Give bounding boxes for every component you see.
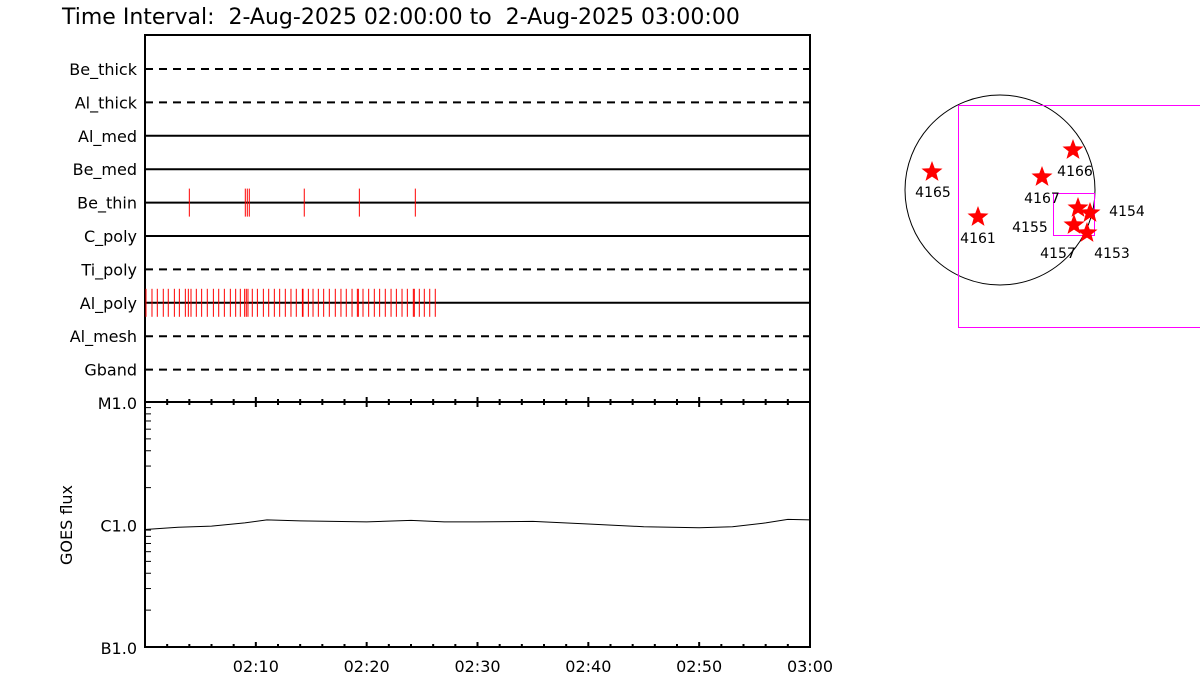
- active-region-star-icon: [1067, 197, 1089, 217]
- timeline-frame: [144, 34, 811, 403]
- filter-row-label: C_poly: [84, 227, 137, 247]
- filter-row-label: Be_thick: [69, 60, 137, 80]
- fov-small: [1053, 193, 1095, 236]
- active-region-label: 4153: [1094, 246, 1130, 262]
- sun-map: 4165 4161 4167 4166 4155 4154 4157 4153: [904, 94, 1200, 328]
- fov-large: [958, 105, 1200, 328]
- goes-flux-panel: B1.0 C1.0 M1.0 02:10 02:20 02:30 02:40 02:50 03:…: [98, 394, 833, 676]
- x-tick-label: 02:30: [454, 657, 500, 676]
- active-region-star-icon: [967, 206, 989, 226]
- active-region-star-icon: [1062, 139, 1084, 159]
- goes-flux-line: [144, 518, 811, 530]
- active-region-label: 4167: [1024, 191, 1060, 207]
- filter-row-label: Be_med: [73, 160, 137, 180]
- y-tick-label: M1.0: [98, 394, 137, 413]
- y-tick-label: C1.0: [100, 517, 137, 536]
- filter-row-label: Gband: [84, 361, 137, 380]
- x-tick-label: 02:20: [344, 657, 390, 676]
- active-region-star-icon: [1076, 222, 1098, 242]
- active-region-star-icon: [1063, 214, 1085, 234]
- filter-row-label: Ti_poly: [80, 260, 137, 280]
- active-region-star-icon: [1079, 202, 1101, 222]
- active-region-star-icon: [1031, 166, 1053, 186]
- active-region-label: 4155: [1012, 220, 1048, 236]
- active-region-label: 4165: [915, 185, 951, 201]
- x-tick-label: 02:50: [676, 657, 722, 676]
- active-region-label: 4161: [960, 231, 996, 247]
- x-tick-label: 03:00: [787, 657, 833, 676]
- filter-row-label: Al_thick: [75, 93, 138, 113]
- active-region-label: 4166: [1057, 164, 1093, 180]
- y-tick-label: B1.0: [101, 639, 137, 658]
- filter-row-label: Be_thin: [77, 194, 137, 214]
- filter-row-label: Al_mesh: [70, 327, 137, 347]
- x-tick-label: 02:10: [233, 657, 279, 676]
- filter-row-label: Al_poly: [80, 294, 137, 314]
- active-region-star-icon: [921, 161, 943, 181]
- x-tick-label: 02:40: [565, 657, 611, 676]
- goes-ylabel: GOES flux: [57, 485, 76, 565]
- goes-frame: [144, 401, 811, 648]
- filter-row-label: Al_med: [78, 127, 137, 147]
- active-region-label: 4154: [1109, 204, 1145, 220]
- solar-disk: [904, 94, 1096, 286]
- plot-title: Time Interval: 2-Aug-2025 02:00:00 to 2-…: [61, 5, 740, 30]
- active-region-label: 4157: [1040, 246, 1076, 262]
- filter-timeline-panel: Be_thick Al_thick Al_med Be_med Be_thin C_pol…: [69, 34, 811, 403]
